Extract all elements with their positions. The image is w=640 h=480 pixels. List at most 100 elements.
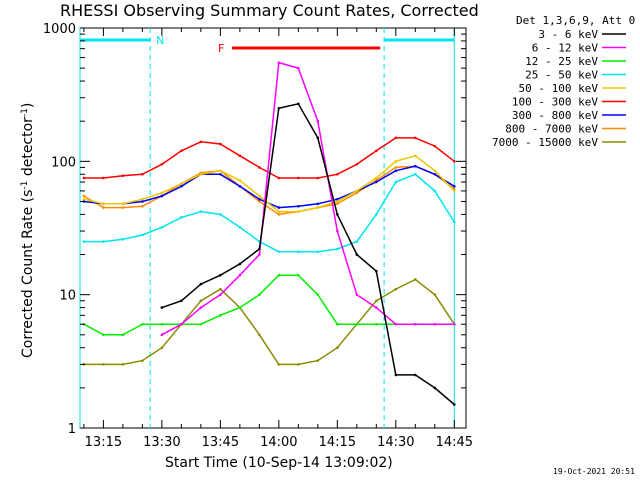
x-tick-label: 14:30 (377, 435, 414, 450)
data-point (375, 299, 378, 303)
data-point (375, 176, 378, 180)
data-point (277, 106, 281, 110)
data-point (199, 282, 203, 286)
data-point (316, 176, 320, 180)
data-point (277, 363, 281, 366)
y-tick-label: 100 (51, 155, 76, 170)
data-point (394, 169, 398, 173)
data-point (258, 247, 261, 251)
data-point (336, 197, 339, 201)
x-axis-label: Start Time (10-Sep-14 13:09:02) (165, 455, 393, 471)
data-point (316, 359, 320, 362)
data-point (336, 202, 339, 206)
x-tick-label: 14:15 (319, 435, 356, 450)
data-point (433, 293, 437, 296)
data-point (394, 287, 398, 291)
data-point (238, 273, 242, 277)
data-point (121, 333, 125, 337)
data-point (180, 149, 183, 153)
data-point (219, 142, 222, 146)
data-point (297, 204, 300, 208)
data-point (160, 226, 164, 229)
x-tick-label: 13:45 (202, 435, 239, 450)
data-point (160, 163, 164, 166)
data-point (277, 250, 281, 254)
data-point (297, 250, 300, 254)
data-point (238, 226, 242, 229)
data-point (414, 172, 417, 176)
night-label: N (156, 34, 164, 47)
data-point (297, 210, 300, 213)
data-point (141, 204, 144, 208)
data-point (355, 189, 359, 193)
data-point (82, 194, 86, 198)
data-point (219, 293, 222, 296)
data-point (238, 154, 242, 158)
y-tick-label: 1000 (43, 22, 76, 37)
data-point (336, 213, 339, 216)
data-point (141, 359, 144, 362)
data-point (160, 191, 164, 195)
data-point (355, 163, 359, 166)
data-point (355, 191, 359, 195)
data-point (433, 322, 437, 326)
data-point (297, 176, 300, 180)
data-point (414, 322, 417, 326)
data-point (394, 136, 398, 140)
data-point (277, 273, 281, 277)
data-point (316, 206, 320, 209)
data-point (453, 220, 456, 224)
x-tick-label: 13:15 (85, 435, 122, 450)
data-point (238, 306, 242, 309)
data-point (121, 206, 125, 209)
data-point (82, 240, 86, 243)
data-point (414, 164, 417, 168)
data-point (375, 149, 378, 153)
data-point (336, 229, 339, 233)
data-point (102, 240, 105, 243)
data-point (277, 213, 281, 216)
data-point (160, 194, 164, 198)
data-point (258, 333, 261, 337)
data-point (375, 180, 378, 184)
legend-label: 3 - 6 keV (538, 28, 598, 41)
data-point (102, 202, 105, 206)
timestamp: 19-Oct-2021 20:51 (553, 467, 635, 476)
plot-area (79, 27, 467, 429)
data-point (297, 102, 300, 106)
data-point (141, 200, 144, 203)
data-point (102, 176, 105, 180)
y-tick-label: 10 (59, 289, 76, 304)
data-point (258, 194, 261, 198)
y-tick-label: 1 (68, 422, 76, 437)
legend-label: 300 - 800 keV (512, 109, 598, 122)
data-point (316, 119, 320, 123)
data-point (258, 253, 261, 256)
data-point (433, 172, 437, 176)
data-point (102, 333, 105, 337)
data-point (199, 172, 203, 176)
series-line (161, 61, 455, 336)
data-point (180, 216, 183, 219)
legend-label: 7000 - 15000 keV (492, 136, 598, 149)
data-point (160, 322, 164, 326)
data-point (258, 197, 261, 201)
legend-title: Det 1,3,6,9, Att 0 (516, 14, 635, 27)
data-point (453, 160, 456, 163)
data-point (336, 200, 339, 203)
data-point (414, 136, 417, 140)
data-point (141, 197, 144, 201)
data-point (433, 189, 437, 193)
data-point (219, 169, 222, 173)
data-point (336, 322, 339, 326)
data-point (414, 154, 417, 158)
data-point (121, 363, 125, 366)
axis-ticks: 13:15 13:30 13:45 14:00 14:15 14:30 14:45 1 10 10… (43, 22, 473, 450)
data-point (375, 213, 378, 216)
data-point (277, 206, 281, 209)
series-line (83, 278, 455, 366)
data-point (453, 322, 456, 326)
data-point (82, 176, 86, 180)
data-point (141, 322, 144, 326)
